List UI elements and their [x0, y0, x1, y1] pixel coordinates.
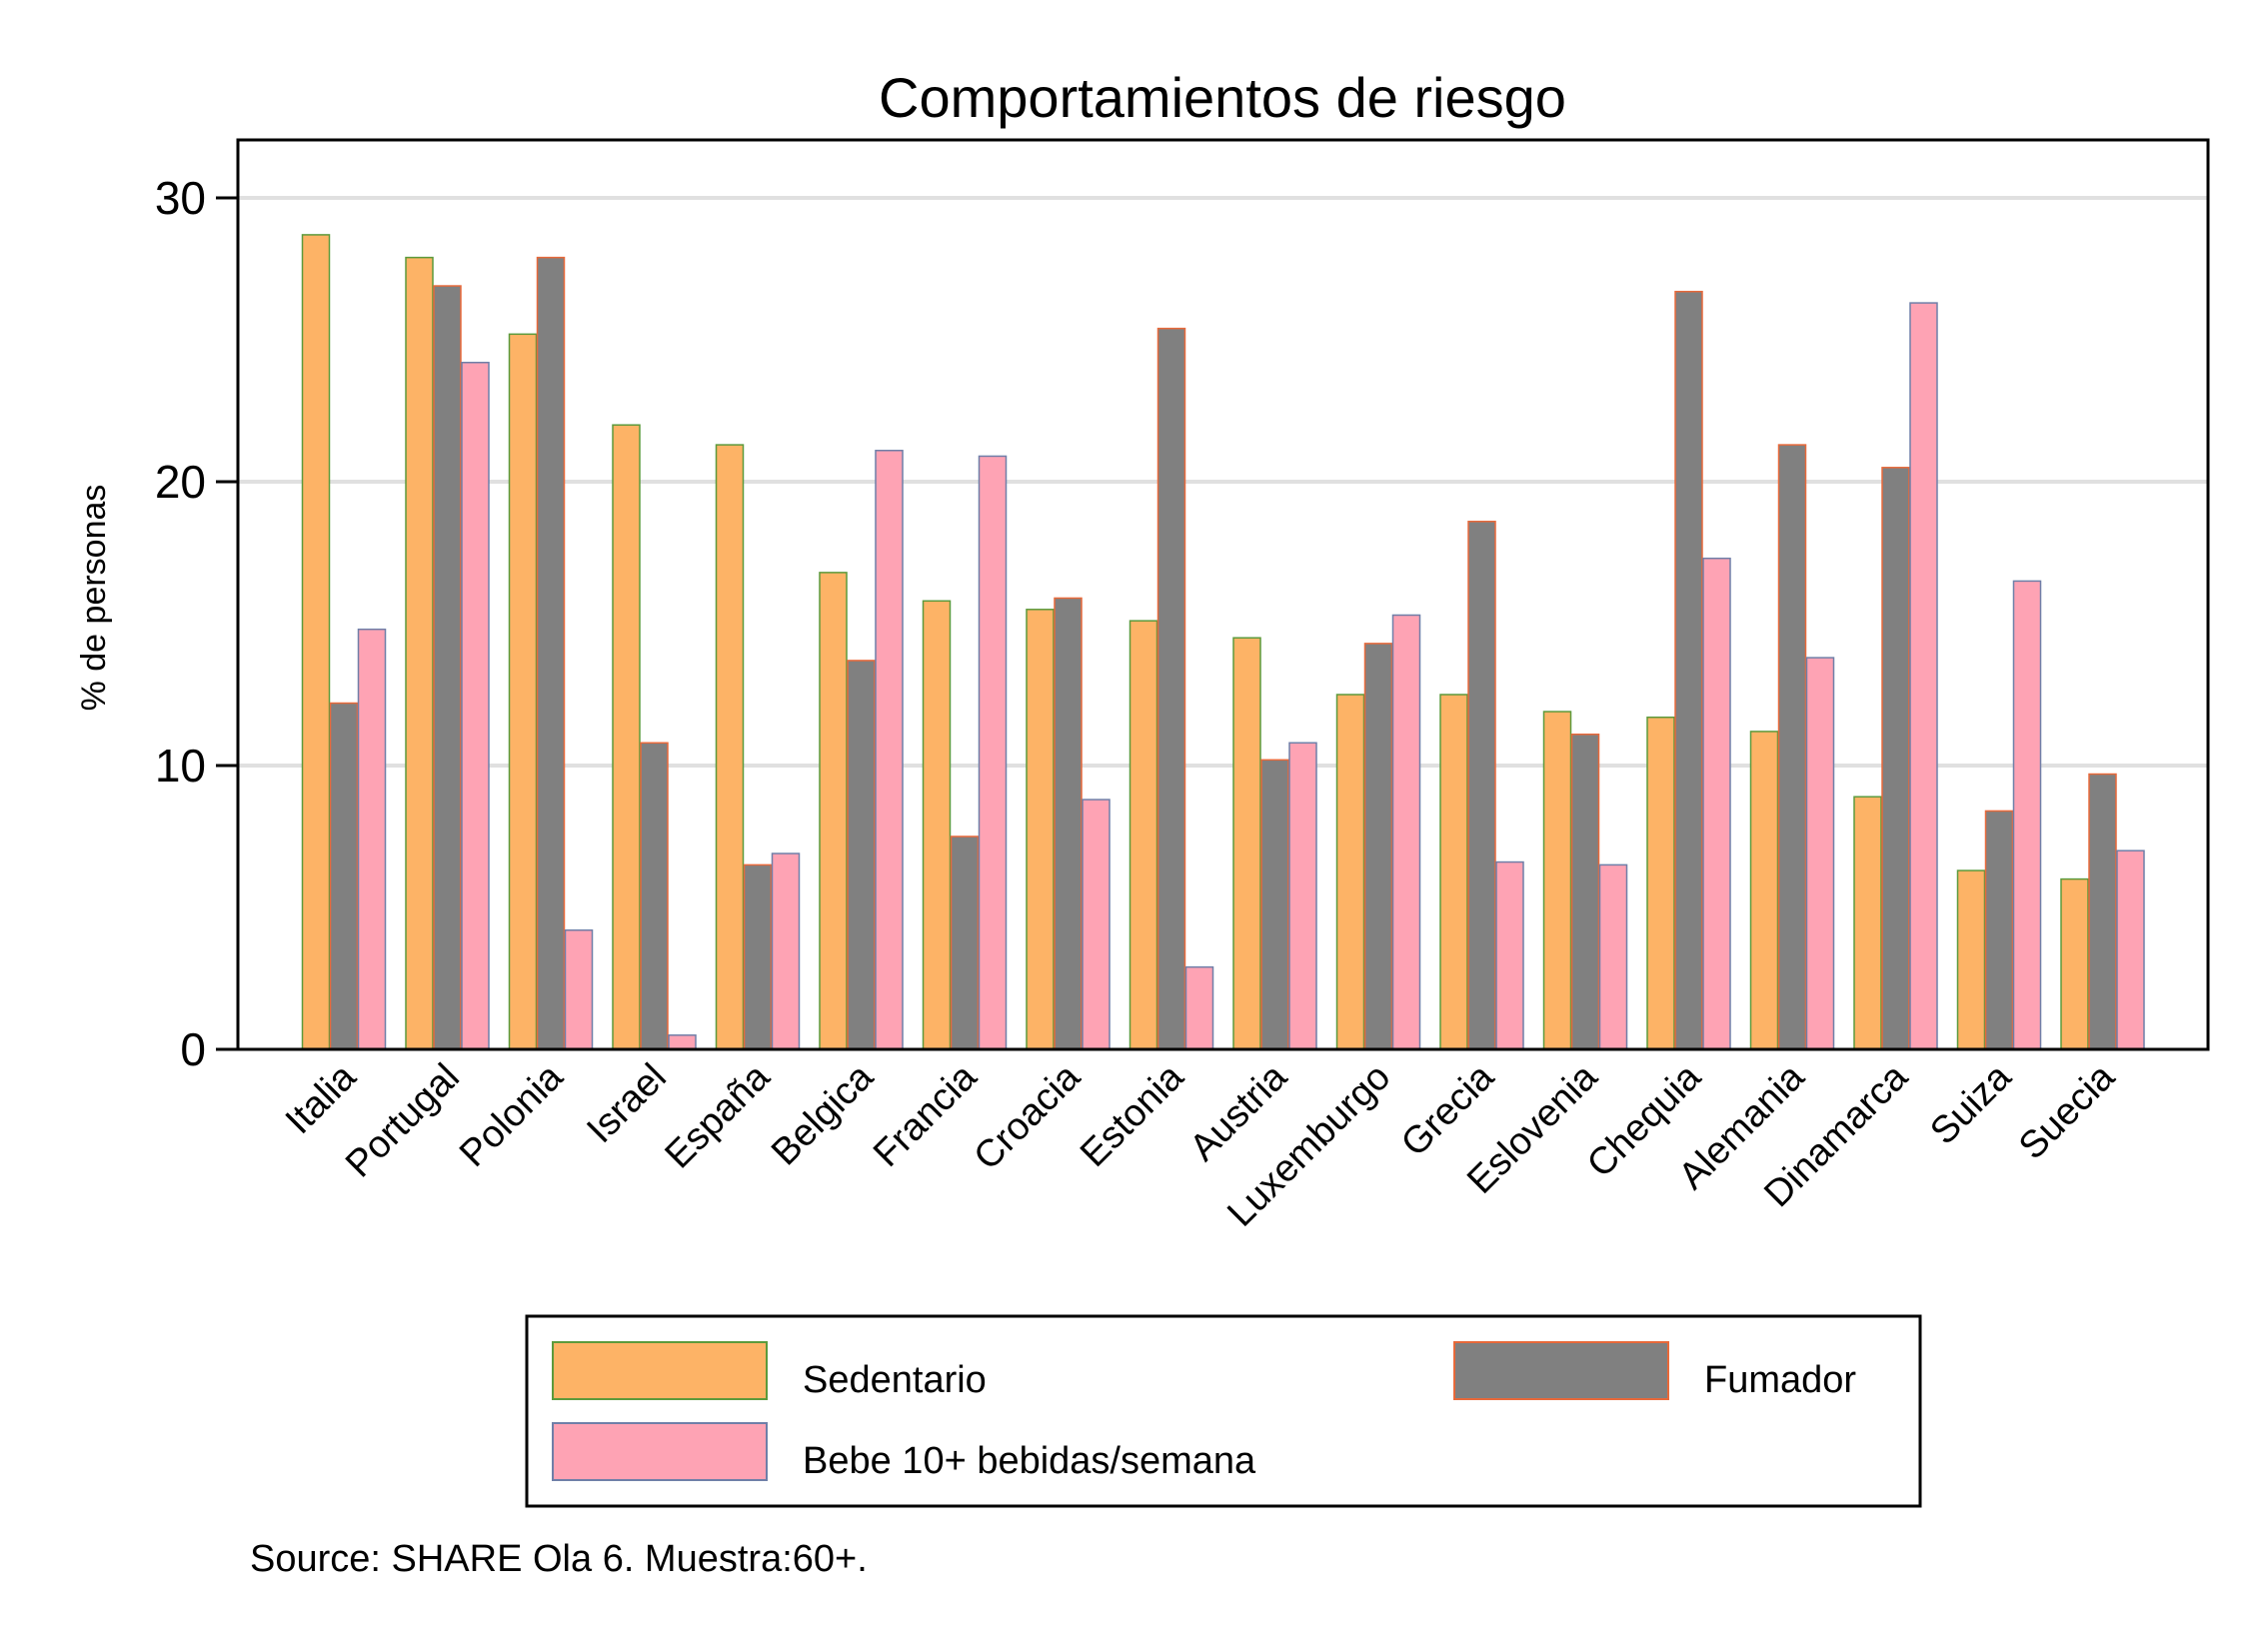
bar-sedentario-chequia	[1646, 716, 1675, 1050]
x-tick-label: España	[658, 1055, 779, 1176]
y-tick-label: 20	[155, 456, 206, 508]
bar-fumador-austria	[1260, 759, 1289, 1050]
bars	[301, 234, 2145, 1050]
bar-sedentario-suiza	[1956, 869, 1986, 1050]
legend: Sedentario Fumador Bebe 10+ bebidas/sema…	[525, 1314, 1922, 1508]
y-tick-label: 10	[155, 740, 206, 792]
bar-fumador-polonia	[536, 256, 566, 1050]
bar-sedentario-austria	[1232, 637, 1261, 1050]
bar-fumador-estonia	[1156, 327, 1186, 1050]
bar-sedentario-alemania	[1749, 731, 1779, 1050]
bar-bebe-croacia	[1082, 799, 1111, 1050]
bar-sedentario-estonia	[1129, 620, 1158, 1050]
legend-swatch-sedentario	[552, 1341, 768, 1400]
plot-frame	[236, 138, 2210, 1051]
bar-fumador-portugal	[433, 285, 462, 1050]
bar-bebe-italia	[357, 628, 387, 1050]
bar-bebe-españa	[771, 852, 801, 1050]
x-tick-label: Belgica	[764, 1055, 882, 1173]
bar-bebe-grecia	[1495, 860, 1524, 1050]
bar-fumador-chequia	[1674, 290, 1703, 1050]
bar-fumador-eslovenia	[1570, 734, 1600, 1050]
bar-sedentario-portugal	[405, 256, 434, 1050]
bar-fumador-israel	[640, 742, 669, 1050]
bar-bebe-polonia	[564, 928, 594, 1050]
legend-label-fumador: Fumador	[1704, 1359, 1856, 1401]
bar-bebe-chequia	[1702, 557, 1731, 1050]
bar-fumador-españa	[743, 863, 773, 1050]
bar-bebe-austria	[1288, 742, 1317, 1050]
x-tick-label: Polonia	[452, 1055, 572, 1175]
bar-bebe-belgica	[875, 450, 904, 1050]
bar-bebe-dinamarca	[1909, 302, 1938, 1050]
bar-fumador-belgica	[847, 660, 876, 1050]
legend-label-bebe: Bebe 10+ bebidas/semana	[803, 1440, 1256, 1482]
bar-sedentario-luxemburgo	[1335, 694, 1365, 1050]
legend-swatch-fumador	[1453, 1341, 1669, 1400]
bar-fumador-alemania	[1777, 444, 1807, 1050]
y-tick-label: 0	[180, 1023, 206, 1075]
bar-sedentario-dinamarca	[1853, 796, 1882, 1050]
bar-sedentario-israel	[612, 424, 641, 1050]
bar-fumador-dinamarca	[1881, 467, 1910, 1050]
x-tick-label: Suiza	[1922, 1055, 2020, 1153]
bar-sedentario-grecia	[1439, 694, 1468, 1050]
bar-bebe-suecia	[2116, 849, 2145, 1050]
x-tick-label: Francia	[866, 1055, 986, 1175]
bar-bebe-estonia	[1184, 965, 1214, 1050]
bar-fumador-francia	[950, 835, 980, 1050]
bar-fumador-suecia	[2088, 773, 2117, 1050]
bar-sedentario-belgica	[819, 572, 848, 1050]
bar-bebe-suiza	[2012, 580, 2042, 1050]
bar-fumador-italia	[329, 702, 359, 1050]
bar-bebe-alemania	[1805, 657, 1835, 1050]
bar-fumador-suiza	[1984, 810, 2014, 1050]
legend-label-sedentario: Sedentario	[803, 1359, 987, 1401]
x-tick-label: Israel	[579, 1056, 674, 1151]
bar-sedentario-eslovenia	[1542, 711, 1572, 1050]
bar-sedentario-suecia	[2060, 877, 2089, 1050]
bar-bebe-luxemburgo	[1391, 614, 1421, 1050]
bar-bebe-eslovenia	[1598, 863, 1628, 1050]
gridlines	[238, 196, 2208, 768]
source-note: Source: SHARE Ola 6. Muestra:60+.	[250, 1538, 868, 1580]
x-tick-label: Portugal	[338, 1056, 468, 1186]
y-axis-label: % de personas	[75, 485, 113, 712]
chart-title: Comportamientos de riesgo	[879, 66, 1566, 129]
bar-sedentario-polonia	[508, 333, 538, 1050]
bar-fumador-luxemburgo	[1363, 643, 1393, 1050]
x-tick-label: Italia	[278, 1055, 365, 1142]
bar-sedentario-croacia	[1026, 609, 1055, 1050]
bar-sedentario-españa	[715, 444, 745, 1050]
bar-sedentario-francia	[922, 600, 952, 1050]
bar-fumador-grecia	[1467, 521, 1496, 1050]
bar-bebe-portugal	[461, 361, 490, 1050]
legend-swatch-bebe	[552, 1422, 768, 1481]
x-tick-label: Suecia	[2011, 1055, 2123, 1167]
y-axis: 0 10 20 30	[155, 172, 238, 1075]
x-tick-label: Estonia	[1073, 1055, 1192, 1175]
bar-fumador-croacia	[1054, 597, 1083, 1050]
bar-bebe-francia	[978, 455, 1008, 1050]
bar-sedentario-italia	[301, 234, 331, 1050]
x-tick-label: Croacia	[967, 1055, 1090, 1178]
y-tick-label: 30	[155, 172, 206, 224]
bar-bebe-israel	[668, 1034, 697, 1050]
